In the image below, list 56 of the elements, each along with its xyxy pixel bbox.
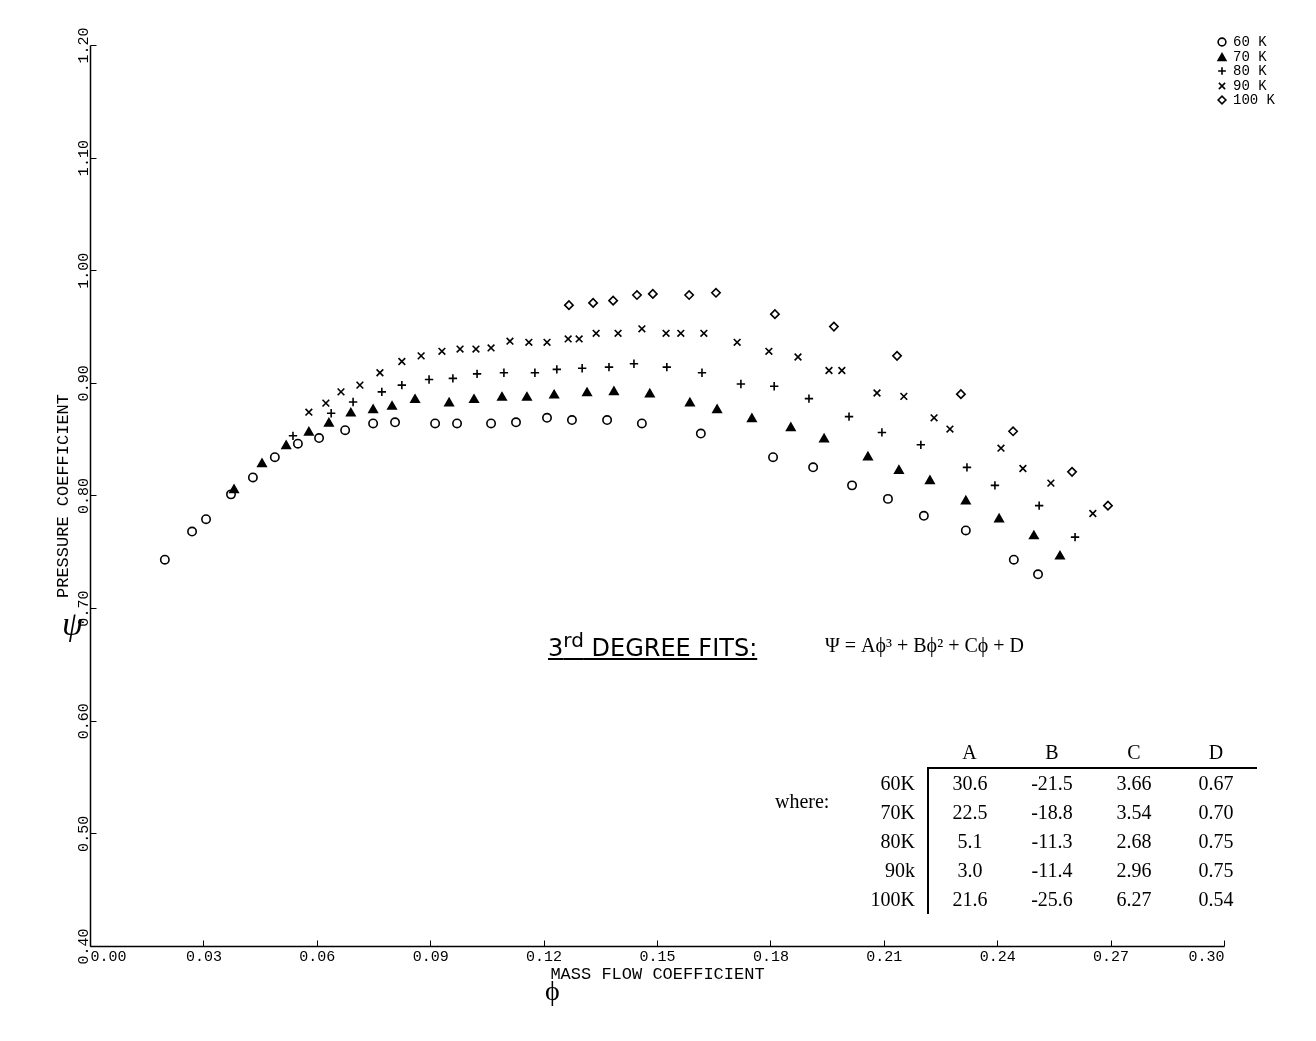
annotation: 0.54 [1197,887,1235,912]
annotation: D [1175,738,1257,768]
annotation: 0.75 [1197,829,1235,854]
annotation: 60K [879,770,916,796]
annotation: C [1093,738,1175,768]
annotation: A [928,738,1011,768]
annotation: 2.68 [1115,829,1153,854]
x-tick-label: 0.00 [90,948,127,966]
y-tick-label: 1.00 [75,252,93,289]
x-tick-label: 0.09 [412,948,449,966]
annotation: 70K [879,800,916,825]
y-tick-label: 1.20 [75,27,93,64]
annotation: Ψ = Aϕ³ + Bϕ² + Cϕ + D [825,634,1025,657]
annotation: 0.70 [1197,800,1235,825]
annotation: -21.5 [1030,771,1074,796]
annotation: 5.1 [928,827,1011,856]
annotation: 3.54 [1115,800,1153,825]
annotation: 80K [879,829,916,854]
y-tick-label: 0.80 [75,477,93,515]
legend-label: 100 K [1233,92,1276,108]
annotation: B [1011,738,1093,768]
annotation: 0.67 [1197,771,1235,796]
annotation: 2.96 [1115,858,1153,883]
legend-label: 90 K [1233,78,1268,94]
annotation: 22.5 [928,798,1011,827]
x-tick-label: 0.12 [526,948,563,966]
annotation: 0.75 [1197,858,1235,883]
annotation: 3.0 [928,856,1011,885]
legend-label: 70 K [1233,49,1268,65]
annotation: -18.8 [1030,800,1074,825]
y-tick-label: 0.90 [75,365,93,402]
y-tick-label: 1.10 [75,140,93,177]
annotation: -25.6 [1030,887,1074,912]
x-tick-label: 0.06 [299,948,336,966]
x-tick-label: 0.30 [1188,948,1225,966]
x-tick-label: 0.24 [979,948,1016,966]
annotation: 6.27 [1115,887,1153,912]
annotation: 21.6 [928,885,1011,914]
annotation: 100K [869,887,916,912]
y-axis-title: PRESSURE COEFFICIENT [53,393,73,599]
annotation: 30.6 [928,768,1011,798]
annotation: -11.4 [1030,858,1074,883]
x-tick-label: 0.15 [639,948,676,966]
annotation: where: [775,790,830,813]
annotation: 90k [884,858,916,883]
annotation: 3.66 [1115,771,1153,796]
x-tick-label: 0.18 [752,948,789,966]
x-tick-label: 0.03 [185,948,222,966]
x-tick-label: 0.27 [1093,948,1130,966]
legend-label: 60 K [1233,34,1268,50]
legend-label: 80 K [1233,63,1268,79]
annotation: -11.3 [1030,829,1074,854]
y-tick-label: 0.50 [75,815,93,852]
annotation: 3$^{rd}$ DEGREE FITS: [548,628,758,662]
x-tick-label: 0.21 [866,948,903,966]
y-tick-label: 0.60 [75,703,93,740]
